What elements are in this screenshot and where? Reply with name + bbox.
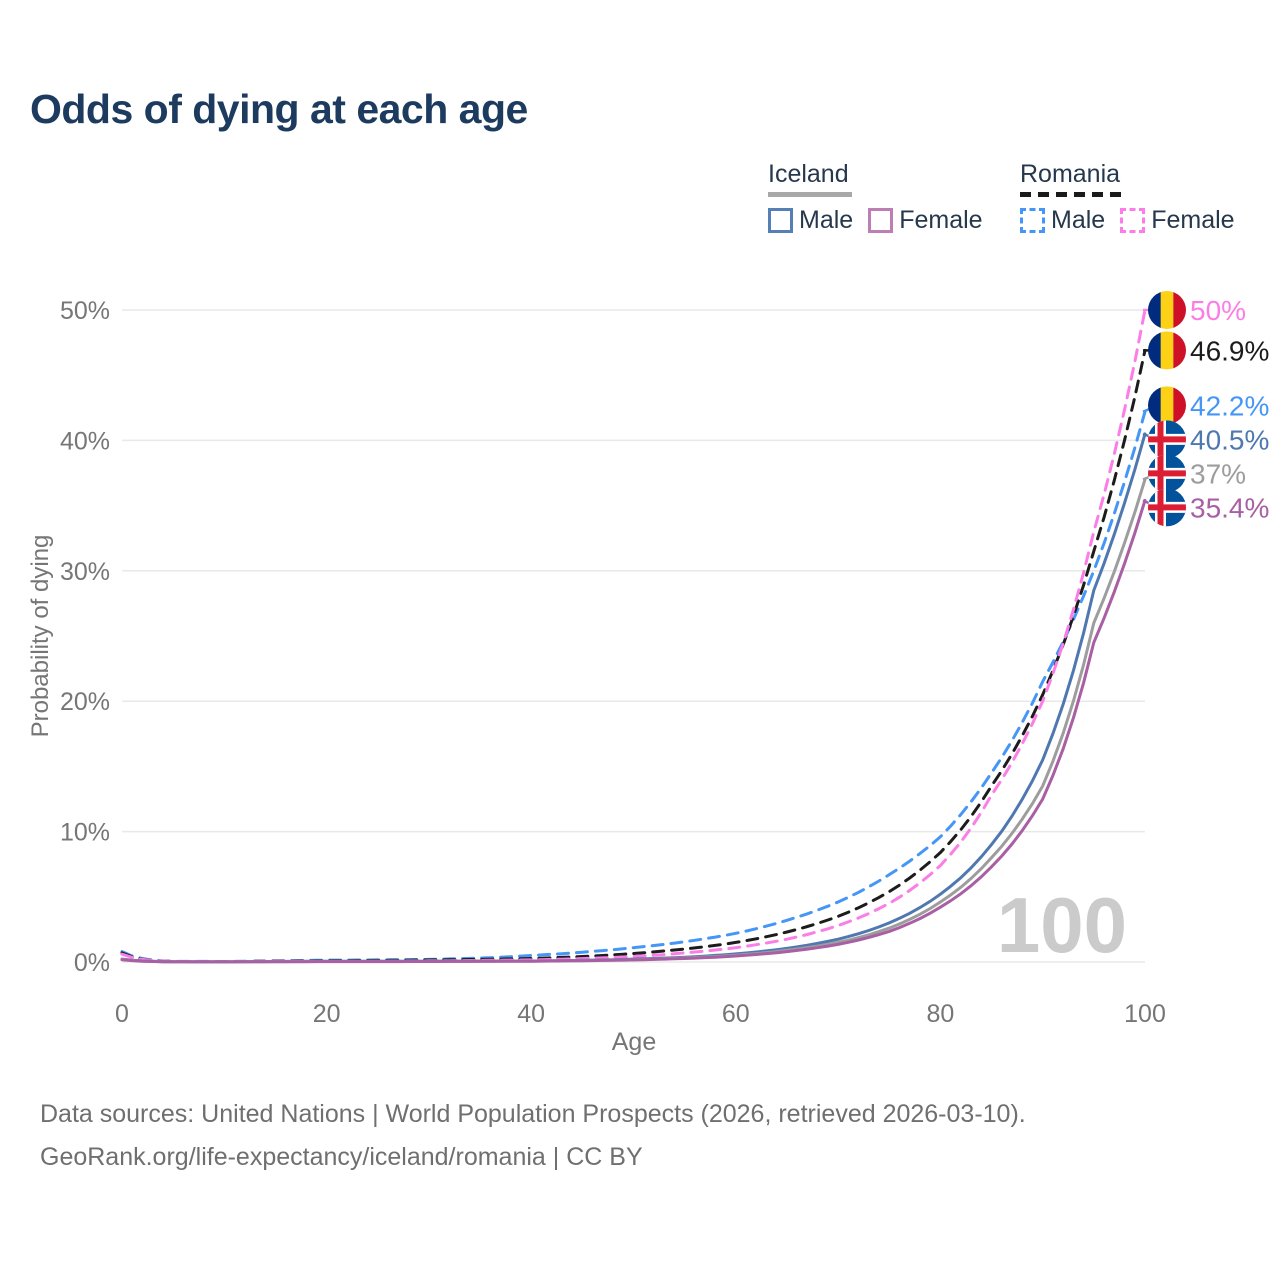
end-value-label-romania-male: 42.2% [1190,390,1269,421]
flag-icon-romania [1148,386,1186,425]
flag-icon-iceland [1148,488,1186,527]
flag-icon-iceland [1148,420,1186,459]
legend-label-iceland-female: Female [899,206,983,234]
legend-label-romania-male: Male [1051,206,1106,234]
end-value-label-iceland-female: 35.4% [1190,492,1269,523]
y-tick-label: 30% [60,558,110,586]
legend-group-iceland: Iceland Male Female [768,160,998,235]
x-tick-label: 80 [926,1000,954,1028]
legend-label-romania-female: Female [1151,206,1235,234]
age-counter-watermark: 100 [997,881,1127,969]
legend-group-romania: Romania Male Female [1020,160,1250,235]
legend-checkbox-iceland-male[interactable] [768,208,793,233]
y-tick-label: 40% [60,427,110,455]
end-value-label-iceland-combined: 37% [1190,458,1246,489]
end-value-label-iceland-male: 40.5% [1190,424,1269,455]
legend-header-iceland: Iceland [768,160,849,188]
x-tick-label: 40 [517,1000,545,1028]
y-axis-title: Probability of dying [27,535,54,738]
series-line-romania-female [120,308,1147,964]
x-tick-label: 100 [1124,1000,1166,1028]
series-line-romania-male [120,410,1147,963]
legend-label-iceland-male: Male [799,206,854,234]
legend-item-romania-female[interactable]: Female [1120,206,1235,235]
legend-checkbox-iceland-female[interactable] [868,208,894,233]
legend-checkbox-romania-male[interactable] [1020,208,1045,233]
x-tick-label: 0 [115,1000,129,1028]
flag-icon-romania [1148,291,1186,329]
series-line-iceland-combined [120,478,1147,964]
page-title: Odds of dying at each age [30,86,528,132]
y-tick-label: 0% [74,949,110,977]
legend-underline-romania [1020,192,1121,197]
x-axis-title: Age [612,1028,656,1056]
source-line-2: GeoRank.org/life-expectancy/iceland/roma… [40,1143,643,1171]
legend-checkbox-romania-female[interactable] [1120,208,1146,233]
x-tick-label: 60 [722,1000,750,1028]
end-value-label-romania-female: 50% [1190,295,1246,326]
flag-icon-romania [1148,331,1186,370]
end-value-label-romania-combined: 46.9% [1190,335,1269,366]
series-line-iceland-female [120,498,1147,964]
legend-header-romania: Romania [1020,160,1121,188]
y-tick-label: 20% [60,688,110,716]
legend-item-iceland-male[interactable]: Male [768,206,853,235]
y-tick-label: 50% [60,297,110,325]
x-tick-label: 20 [313,1000,341,1028]
series-line-romania-combined [120,348,1147,964]
source-line-1: Data sources: United Nations | World Pop… [40,1100,1026,1128]
y-tick-label: 10% [60,819,110,847]
flag-icon-iceland [1148,454,1186,493]
legend-item-iceland-female[interactable]: Female [868,206,983,235]
series-line-iceland-male [120,432,1147,964]
legend-item-romania-male[interactable]: Male [1020,206,1105,235]
legend-underline-iceland [768,192,852,197]
